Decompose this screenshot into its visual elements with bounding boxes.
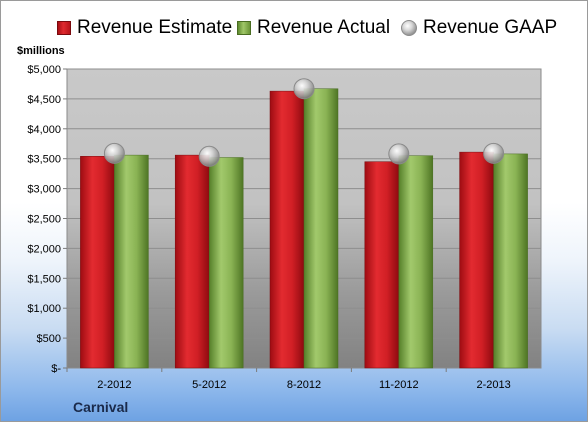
y-tick-label: $2,000 <box>27 243 61 255</box>
point-revenue-gaap <box>198 145 220 167</box>
y-tick-label: $3,500 <box>27 154 61 166</box>
legend-label-estimate: Revenue Estimate <box>77 17 233 38</box>
point-revenue-gaap <box>388 143 410 165</box>
y-tick-label: $500 <box>37 333 61 345</box>
y-tick-label: $4,500 <box>27 94 61 106</box>
legend-swatch-actual <box>237 21 251 35</box>
point-revenue-gaap <box>483 142 505 164</box>
point-revenue-gaap <box>103 142 125 164</box>
y-tick-label: $1,500 <box>27 273 61 285</box>
bar-revenue-estimate <box>80 156 115 369</box>
legend-swatch-gaap <box>401 20 417 36</box>
legend-item-gaap: Revenue GAAP <box>401 17 557 39</box>
y-tick-label: $- <box>51 363 61 375</box>
bar-revenue-estimate <box>174 154 210 369</box>
y-tick-label: $3,000 <box>27 184 61 196</box>
y-tick-label: $5,000 <box>27 64 61 76</box>
legend-item-estimate: Revenue Estimate <box>57 17 232 39</box>
y-tick-label: $2,500 <box>27 214 61 226</box>
bar-revenue-actual <box>493 153 528 369</box>
legend-swatch-estimate <box>57 21 71 35</box>
bar-revenue-actual <box>398 155 434 369</box>
point-revenue-gaap <box>293 78 315 100</box>
legend-label-gaap: Revenue GAAP <box>423 17 558 38</box>
bar-revenue-estimate <box>364 161 400 369</box>
bar-revenue-actual <box>208 157 244 369</box>
company-name: Carnival <box>73 399 129 415</box>
x-tick-label: 8-2012 <box>287 379 321 391</box>
y-tick-label: $4,000 <box>27 124 61 136</box>
bar-revenue-actual <box>114 154 149 369</box>
bar-revenue-estimate <box>459 151 494 369</box>
bar-revenue-actual <box>303 88 339 369</box>
bar-revenue-estimate <box>269 90 305 369</box>
y-tick-label: $1,000 <box>27 303 61 315</box>
x-tick-label: 2-2012 <box>97 379 131 391</box>
x-tick-label: 11-2012 <box>379 379 419 391</box>
x-tick-label: 5-2012 <box>192 379 226 391</box>
y-axis-unit-label: $millions <box>17 45 65 57</box>
legend-label-actual: Revenue Actual <box>257 17 391 38</box>
legend-item-actual: Revenue Actual <box>237 17 390 39</box>
x-tick-label: 2-2013 <box>476 379 510 391</box>
